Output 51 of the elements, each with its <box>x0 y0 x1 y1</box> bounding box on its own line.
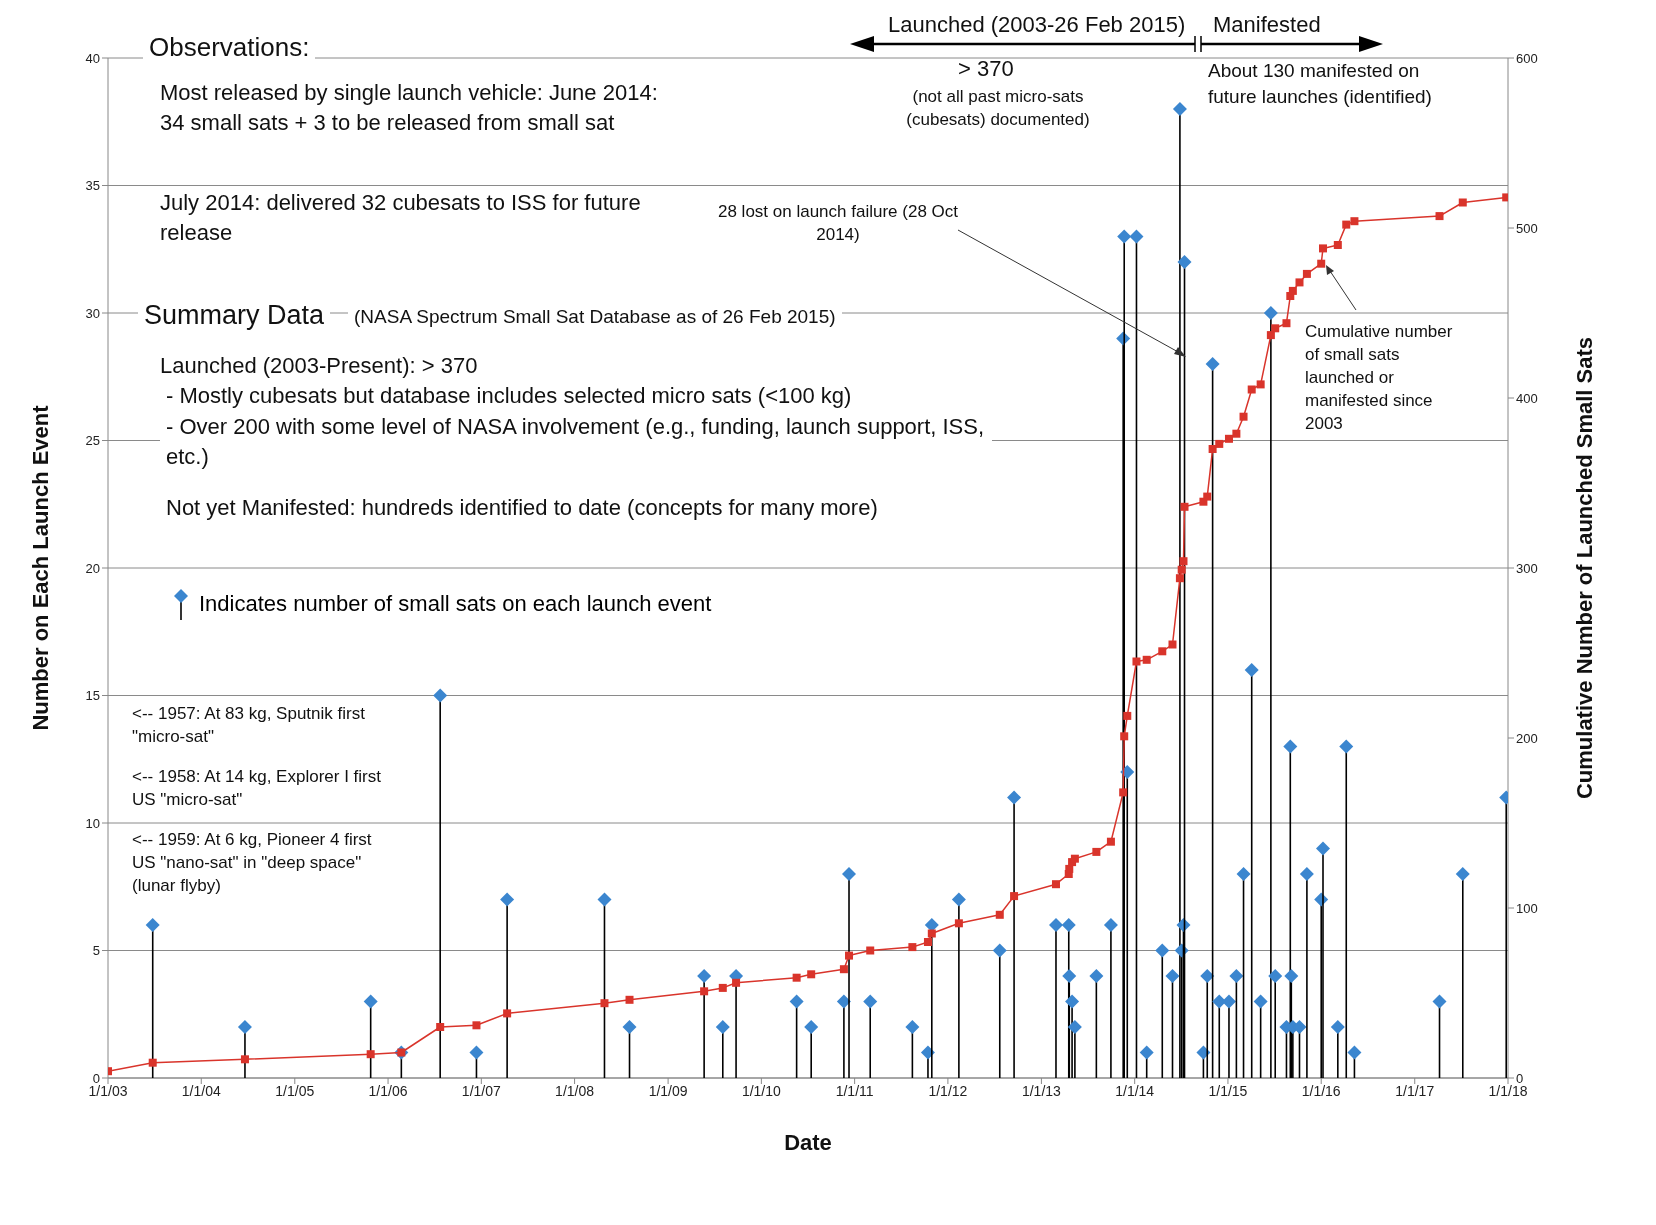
y-tick-label: 35 <box>85 178 100 194</box>
x-tick-label: 1/1/09 <box>648 1082 688 1099</box>
x-tick-label: 1/1/15 <box>1208 1082 1248 1099</box>
y-tick-label: 10 <box>85 815 100 831</box>
legend-label: Indicates number of small sats on each launch event <box>199 591 712 617</box>
text: Launched (2003-26 Feb 2015) <box>888 11 1186 39</box>
y2-tick-label: 400 <box>1516 390 1538 406</box>
x-tick-label: 1/1/13 <box>1021 1082 1062 1099</box>
y2-tick-label: 300 <box>1516 560 1538 576</box>
y-tick-label: 5 <box>92 943 100 959</box>
annotation: July 2014: delivered 32 cubesats to ISS for future release <box>160 189 642 247</box>
y2-tick-label: 200 <box>1516 730 1538 746</box>
x-tick-label: 1/1/06 <box>368 1082 408 1099</box>
annotation: <-- 1959: At 6 kg, Pioneer 4 first US "nano-sat" in "deep space" (lunar flyby) <box>132 829 373 897</box>
x-axis-title: Date <box>784 1130 832 1155</box>
text: Manifested <box>1213 11 1321 39</box>
annotation: - Over 200 with some level of NASA involvement (e.g., funding, launch support, ISS, etc.) <box>160 412 992 472</box>
x-tick-label: 1/1/10 <box>741 1082 782 1099</box>
annotation: 28 lost on launch failure (28 Oct 2014) <box>717 201 959 246</box>
y-tick-label: 30 <box>85 305 100 321</box>
y2-tick-label: 500 <box>1516 220 1538 236</box>
annotation: (not all past micro-sats (cubesats) documented) <box>905 86 1091 131</box>
annotation: > 370 <box>958 55 1014 83</box>
annotation: <-- 1958: At 14 kg, Explorer I first US "micro-sat" <box>132 766 382 811</box>
x-tick-label: 1/1/14 <box>1115 1082 1155 1099</box>
y-tick-label: 40 <box>85 50 100 66</box>
annotation: (NASA Spectrum Small Sat Database as of 26 Feb 2015) <box>348 304 842 330</box>
y2-tick-label: 100 <box>1516 900 1538 916</box>
x-tick-label: 1/1/04 <box>181 1082 221 1099</box>
y-axis-title: Number on Each Launch Event <box>27 404 53 731</box>
annotation: Most released by single launch vehicle: June 2014: 34 small sats + 3 to be released from small sat <box>160 79 659 137</box>
y2-tick-label: 600 <box>1516 50 1538 66</box>
x-tick-label: 1/1/05 <box>275 1082 315 1099</box>
y-tick-label: 25 <box>85 433 100 449</box>
annotation: Not yet Manifested: hundreds identified to date (concepts for many more) <box>160 493 884 523</box>
series-label: Cumulative number of small sats launched or manifested since 2003 <box>1305 321 1454 435</box>
annotation: - Mostly cubesats but database includes selected micro sats (<100 kg) <box>160 381 858 411</box>
x-tick-label: 1/1/11 <box>835 1082 874 1099</box>
annotation: Summary Data <box>138 297 331 334</box>
x-tick-label: 1/1/08 <box>555 1082 595 1099</box>
annotation: Observations: <box>143 30 316 66</box>
annotation: About 130 manifested on future launches (identified) <box>1208 59 1433 109</box>
x-tick-label: 1/1/16 <box>1301 1082 1341 1099</box>
annotation: Launched (2003-Present): > 370 <box>160 352 478 380</box>
annotation: <-- 1957: At 83 kg, Sputnik first "micro-sat" <box>132 703 366 748</box>
x-tick-label: 1/1/07 <box>461 1082 501 1099</box>
y-tick-label: 15 <box>85 688 100 704</box>
y2-axis-title: Cumulative Number of Launched Small Sats <box>1571 336 1597 800</box>
y-tick-label: 20 <box>85 560 100 576</box>
x-tick-label: 1/1/17 <box>1395 1082 1435 1099</box>
x-tick-label: 1/1/12 <box>928 1082 968 1099</box>
